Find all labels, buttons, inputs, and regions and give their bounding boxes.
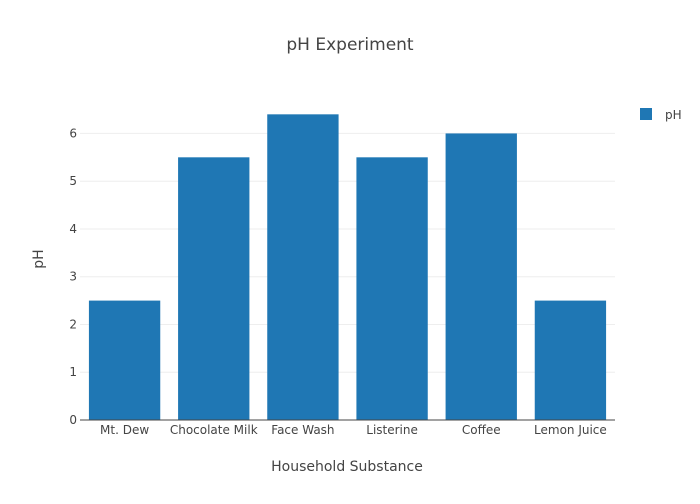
x-tick-label: Mt. Dew xyxy=(100,423,149,437)
legend-label: pH xyxy=(665,108,682,122)
x-tick-label: Lemon Juice xyxy=(534,423,607,437)
legend-swatch xyxy=(640,108,652,120)
x-tick-label: Listerine xyxy=(366,423,418,437)
y-tick-label: 6 xyxy=(69,126,77,140)
chart-title: pH Experiment xyxy=(286,35,414,55)
bar[interactable] xyxy=(445,133,517,420)
x-axis-ticks: Mt. Dew Chocolate Milk Face Wash Listerine C… xyxy=(100,423,607,437)
y-axis-title: pH xyxy=(31,249,47,268)
legend[interactable]: pH xyxy=(640,108,682,122)
y-tick-label: 1 xyxy=(69,365,77,379)
bar[interactable] xyxy=(534,300,607,420)
bars xyxy=(88,114,607,421)
gridlines xyxy=(80,132,615,373)
x-tick-label: Face Wash xyxy=(271,423,334,437)
bar[interactable] xyxy=(267,114,339,420)
bar[interactable] xyxy=(356,157,428,421)
y-tick-label: 5 xyxy=(69,174,77,188)
bar[interactable] xyxy=(178,157,250,421)
x-tick-label: Chocolate Milk xyxy=(170,423,258,437)
y-tick-label: 3 xyxy=(69,270,77,284)
bar[interactable] xyxy=(88,300,161,420)
y-tick-label: 2 xyxy=(69,317,77,331)
x-tick-label: Coffee xyxy=(462,423,501,437)
y-tick-label: 4 xyxy=(69,222,77,236)
y-tick-label: 0 xyxy=(69,413,77,427)
y-axis-ticks: 0 1 2 3 4 5 6 xyxy=(69,126,77,427)
x-axis-title: Household Substance xyxy=(271,459,423,475)
